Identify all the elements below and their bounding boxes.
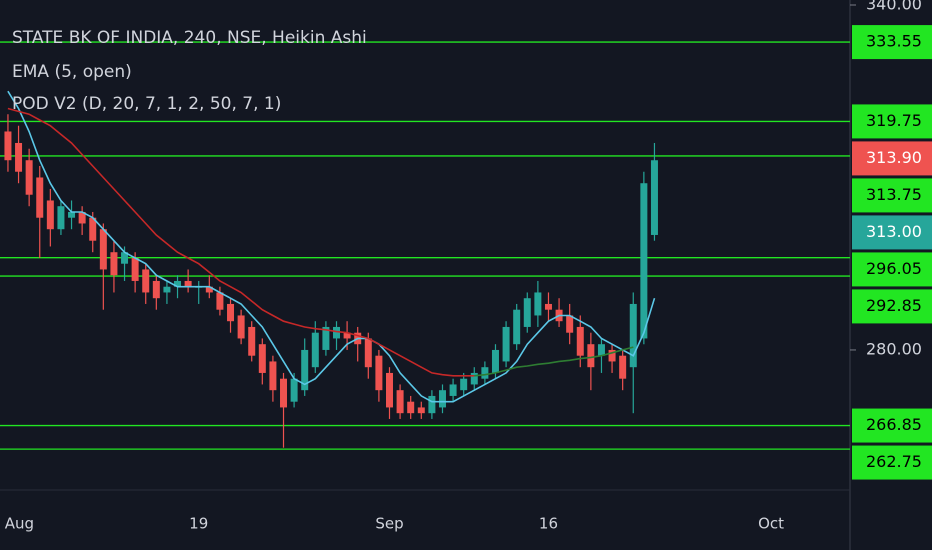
candle-body xyxy=(481,367,489,379)
candle-body xyxy=(46,200,54,230)
candle-body xyxy=(269,361,277,391)
level-label-box xyxy=(852,25,932,60)
candle-body xyxy=(152,280,160,299)
candle-body xyxy=(375,355,383,391)
indicator-label: POD V2 (D, 20, 7, 1, 2, 50, 7, 1) xyxy=(12,94,281,114)
candle-body xyxy=(258,344,266,373)
candle-body xyxy=(407,401,415,414)
candle-body xyxy=(142,269,150,293)
candle-body xyxy=(280,378,288,408)
candle-body xyxy=(396,390,404,414)
level-label-box xyxy=(852,178,932,213)
candle-body xyxy=(131,257,139,281)
level-label-box xyxy=(852,289,932,324)
candle-body xyxy=(78,211,86,224)
candle-body xyxy=(438,390,446,408)
indicator-line xyxy=(474,346,634,377)
candle-body xyxy=(534,292,542,316)
candle-body xyxy=(650,160,658,235)
x-tick-label: Aug xyxy=(5,515,34,533)
candle-body xyxy=(502,326,510,362)
indicator-label: EMA (5, open) xyxy=(12,62,132,82)
candle-body xyxy=(4,131,12,161)
candle-body xyxy=(322,326,330,350)
candle-body xyxy=(15,142,23,172)
candle-body xyxy=(248,326,256,356)
candle-body xyxy=(619,355,627,379)
candle-body xyxy=(311,332,319,368)
candle-body xyxy=(470,372,478,385)
candle-body xyxy=(89,217,97,241)
candle-body xyxy=(205,286,213,293)
candle-body xyxy=(449,384,457,396)
candle-body xyxy=(523,298,531,327)
x-tick-label: Oct xyxy=(758,515,784,533)
level-label: 266.85 xyxy=(866,415,922,434)
candle-body xyxy=(121,252,129,264)
y-tick-label: 280.00 xyxy=(866,339,922,358)
candle-body xyxy=(216,292,224,310)
candle-body xyxy=(587,344,595,368)
candle-body xyxy=(99,229,107,270)
candle-body xyxy=(491,349,499,373)
candle-body xyxy=(174,280,182,287)
candle-body xyxy=(110,252,118,276)
candle-body xyxy=(333,326,340,339)
candle-body xyxy=(68,211,76,218)
candle-body xyxy=(566,315,574,333)
candle-body xyxy=(640,183,648,339)
candle-body xyxy=(25,160,33,195)
candle-body xyxy=(36,177,44,218)
candle-body xyxy=(227,303,235,322)
level-label: 296.05 xyxy=(866,259,922,278)
candle-body xyxy=(385,372,393,408)
chart-title: STATE BK OF INDIA, 240, NSE, Heikin Ashi xyxy=(12,28,367,48)
price-tag-label: 313.90 xyxy=(866,148,922,167)
candle-body xyxy=(597,344,605,356)
candle-body xyxy=(237,315,245,339)
candle-body xyxy=(57,206,65,230)
level-label: 292.85 xyxy=(866,296,922,315)
candle-body xyxy=(343,332,351,339)
candle-body xyxy=(576,326,584,356)
candle-body xyxy=(417,407,425,414)
plot-area xyxy=(0,41,850,450)
candle-body xyxy=(513,309,521,345)
level-label-box xyxy=(852,104,932,139)
candle-body xyxy=(184,280,192,287)
level-label-box xyxy=(852,408,932,443)
candle-body xyxy=(428,395,436,414)
level-label: 262.75 xyxy=(866,452,922,471)
level-label-box xyxy=(852,252,932,287)
indicator-line xyxy=(7,90,656,403)
x-tick-label: 16 xyxy=(539,515,558,533)
candle-body xyxy=(608,349,616,362)
indicator-line xyxy=(7,107,475,377)
candle-body xyxy=(629,303,637,368)
x-tick-label: Sep xyxy=(375,515,403,533)
level-label: 333.55 xyxy=(866,32,922,51)
candle-body xyxy=(544,303,552,310)
price-tag-box xyxy=(852,141,932,176)
price-tag-box xyxy=(852,215,932,250)
candle-body xyxy=(301,349,309,391)
level-label: 319.75 xyxy=(866,111,922,130)
candle-body xyxy=(460,378,468,391)
y-tick-label: 340.00 xyxy=(866,0,922,14)
candle-body xyxy=(163,286,171,293)
level-label: 313.75 xyxy=(866,185,922,204)
candle-body xyxy=(290,378,298,402)
price-tag-label: 313.00 xyxy=(866,222,922,241)
x-tick-label: 19 xyxy=(189,515,208,533)
candle-body xyxy=(364,338,372,368)
level-label-box xyxy=(852,445,932,480)
